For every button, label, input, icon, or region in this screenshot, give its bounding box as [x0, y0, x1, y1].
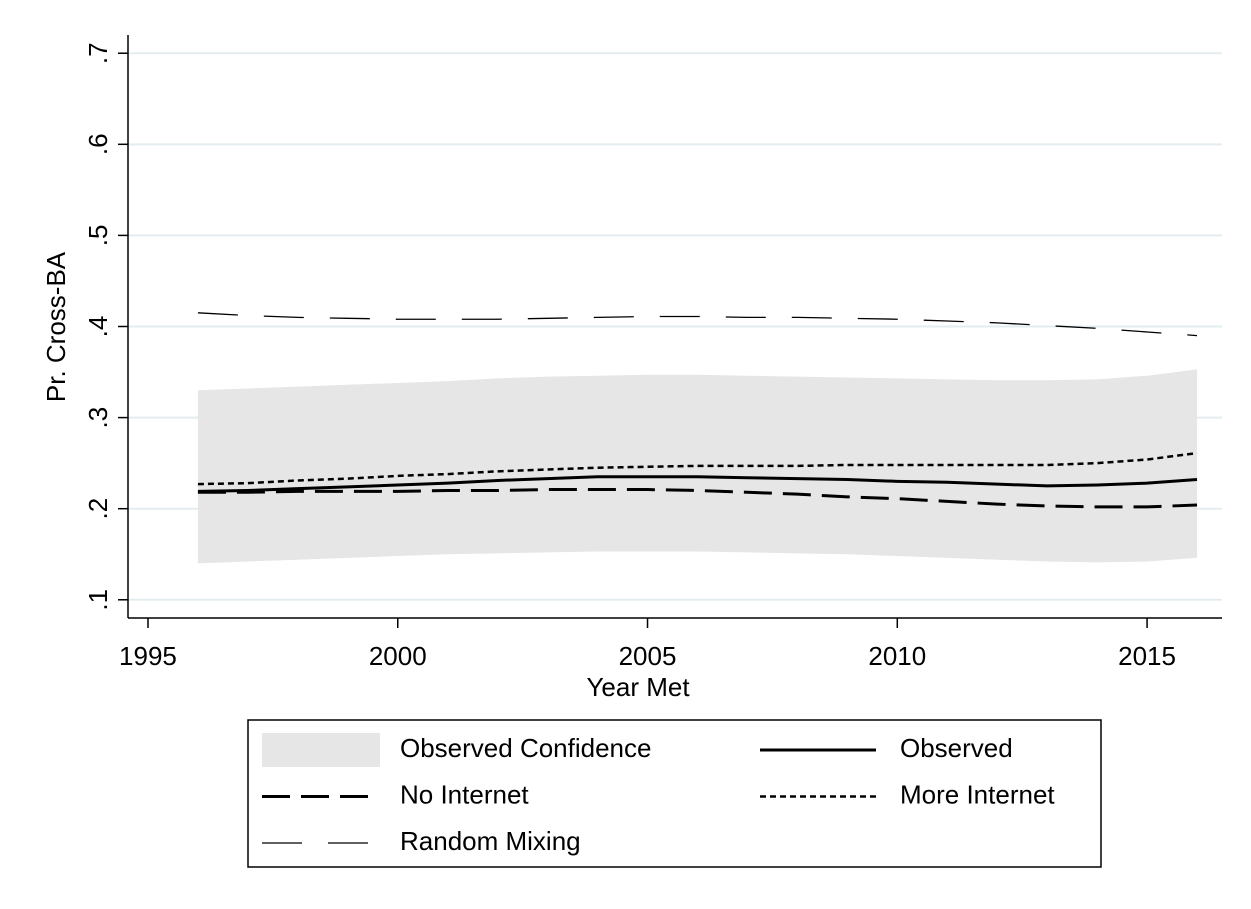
y-tick-label: .1 [83, 589, 113, 611]
line-series [197, 488, 1198, 509]
x-tick-label: 1995 [119, 641, 177, 671]
confidence-band [197, 369, 1198, 564]
line-series [197, 451, 1198, 486]
y-axis-title: Pr. Cross-BA [41, 251, 71, 402]
x-tick-label: 2000 [369, 641, 427, 671]
y-tick-label: .6 [83, 133, 113, 155]
x-tick-label: 2015 [1118, 641, 1176, 671]
legend-label: Random Mixing [400, 826, 581, 856]
legend-label: Observed Confidence [400, 733, 651, 763]
y-tick-label: .5 [83, 225, 113, 247]
legend-swatch [262, 733, 380, 767]
x-tick-label: 2005 [619, 641, 677, 671]
legend-box [247, 719, 1102, 868]
y-tick-label: .2 [83, 498, 113, 520]
legend-label: More Internet [900, 779, 1055, 809]
x-axis-title: Year Met [586, 672, 690, 702]
y-tick-label: .4 [83, 316, 113, 338]
line-series [197, 312, 1198, 337]
legend-label: Observed [900, 733, 1013, 763]
legend-label: No Internet [400, 779, 529, 809]
y-tick-label: .3 [83, 407, 113, 429]
line-series [197, 475, 1198, 493]
x-tick-label: 2010 [868, 641, 926, 671]
y-tick-label: .7 [83, 42, 113, 64]
